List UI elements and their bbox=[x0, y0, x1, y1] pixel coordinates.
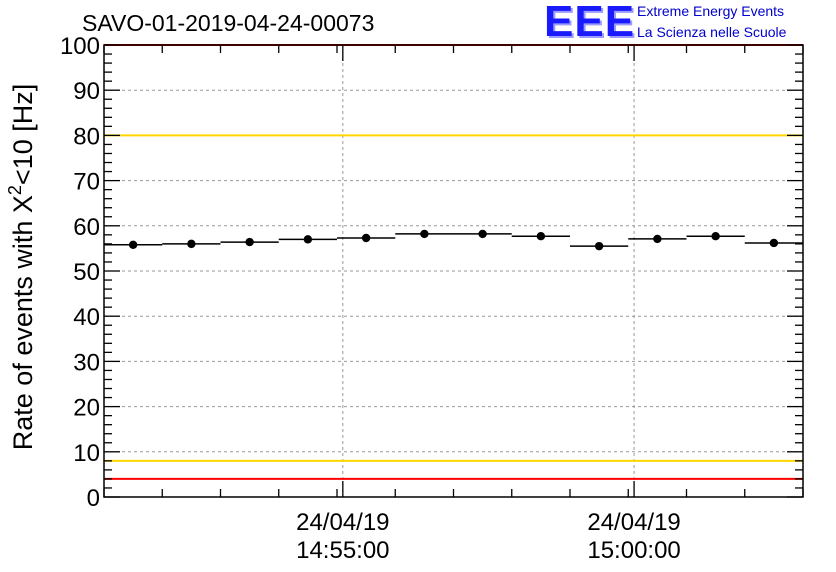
y-label-main: Rate of events with X bbox=[8, 195, 38, 450]
y-tick-label: 90 bbox=[73, 78, 100, 105]
y-tick-label: 100 bbox=[60, 33, 100, 60]
logo-line-1: Extreme Energy Events bbox=[637, 3, 785, 19]
data-point bbox=[361, 233, 371, 243]
data-point bbox=[711, 231, 720, 241]
y-tick-label: 60 bbox=[73, 214, 100, 241]
chart-title: SAVO-01-2019-04-24-00073 bbox=[82, 10, 374, 36]
y-tick-label: 30 bbox=[73, 349, 100, 376]
y-tick-label: 20 bbox=[73, 395, 100, 422]
data-point bbox=[594, 241, 604, 251]
x-tick-time-label: 15:00:00 bbox=[587, 537, 680, 564]
y-tick-label: 40 bbox=[73, 304, 100, 331]
y-label-tail: <10 [Hz] bbox=[8, 84, 38, 185]
reference-lines bbox=[104, 44, 803, 480]
y-tick-label: 10 bbox=[73, 440, 100, 467]
data-point bbox=[128, 240, 138, 249]
y-tick-label: 50 bbox=[73, 259, 100, 286]
eee-logo: EEE bbox=[544, 0, 636, 46]
data-point bbox=[536, 231, 546, 241]
data-point bbox=[303, 235, 313, 244]
data-point bbox=[769, 238, 779, 248]
y-tick-label: 80 bbox=[73, 123, 100, 150]
data-point bbox=[187, 239, 196, 249]
y-tick-label: 0 bbox=[87, 485, 100, 512]
logo-line-2: La Scienza nelle Scuole bbox=[637, 24, 787, 40]
x-tick-date-label: 24/04/19 bbox=[587, 509, 680, 536]
x-tick-date-label: 24/04/19 bbox=[296, 509, 389, 536]
data-series bbox=[104, 229, 803, 251]
x-tick-time-label: 14:55:00 bbox=[296, 537, 389, 564]
y-axis-label: Rate of events with X2<10 [Hz] bbox=[5, 84, 38, 450]
y-label-superscript: 2 bbox=[5, 185, 25, 195]
data-point bbox=[420, 229, 429, 239]
grid-lines bbox=[104, 45, 803, 497]
y-tick-label: 70 bbox=[73, 169, 100, 196]
data-point bbox=[653, 234, 662, 244]
data-point bbox=[478, 229, 487, 239]
data-point bbox=[245, 237, 254, 247]
y-axis-ticks: 0 10 20 30 40 50 60 70 80 90 100 bbox=[60, 33, 803, 512]
